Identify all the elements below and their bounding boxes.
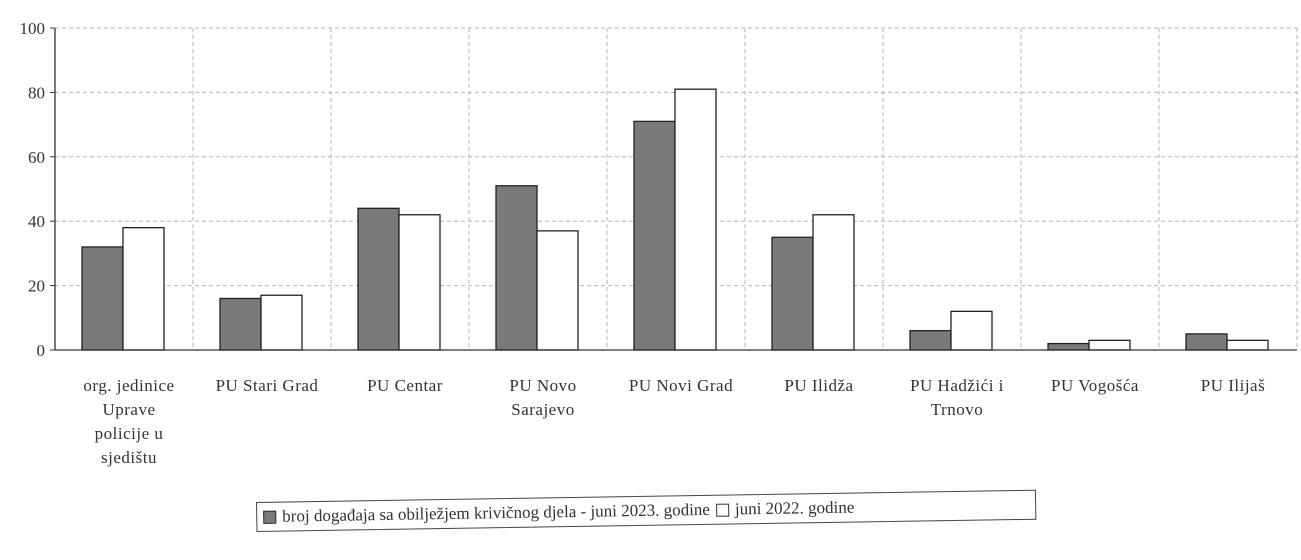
bar-s0-c2 <box>357 207 400 351</box>
y-tick-label-80: 80 <box>28 83 45 102</box>
bar-s0-c5 <box>771 236 814 351</box>
bar-s1-c2 <box>398 214 441 351</box>
y-tick-label-20: 20 <box>28 277 45 296</box>
x-label-line: Trnovo <box>931 400 983 419</box>
x-label-0: org. jedinice Uprave policije u sjedištu <box>83 376 174 467</box>
x-label-8: PU Ilijaš <box>1201 376 1265 395</box>
x-label-1: PU Stari Grad <box>216 376 319 395</box>
x-label-7: PU Vogošća <box>1051 376 1139 395</box>
bar-s0-c4 <box>633 120 676 351</box>
bar-s1-c4 <box>674 88 717 351</box>
bar-s0-c3 <box>495 185 538 351</box>
x-label-line: PU Ilijaš <box>1201 376 1265 395</box>
gridlines <box>55 27 1298 350</box>
x-label-line: PU Novo <box>509 376 576 395</box>
y-axis-ticks: 0 20 40 60 80 100 <box>20 19 55 360</box>
bar-s1-c3 <box>536 230 579 351</box>
y-tick-label-0: 0 <box>37 341 46 360</box>
x-label-line: PU Stari Grad <box>216 376 319 395</box>
bar-s0-c6 <box>909 330 952 351</box>
x-label-line: sjedištu <box>101 448 157 467</box>
y-tick-label-100: 100 <box>20 19 46 38</box>
bar-s0-c7 <box>1047 342 1090 351</box>
x-label-3: PU Novo Sarajevo <box>509 376 576 419</box>
bars <box>81 88 1269 351</box>
bar-s1-c0 <box>122 226 165 351</box>
x-label-4: PU Novi Grad <box>629 376 733 395</box>
x-label-line: PU Novi Grad <box>629 376 733 395</box>
x-label-line: PU Vogošća <box>1051 376 1139 395</box>
bar-s0-c0 <box>81 246 124 351</box>
y-tick-label-60: 60 <box>28 148 45 167</box>
legend-swatch-2022 <box>715 503 730 517</box>
x-label-line: PU Ilidža <box>784 376 853 395</box>
x-label-line: org. jedinice <box>83 376 174 395</box>
x-label-line: Sarajevo <box>511 400 574 419</box>
bar-s0-c1 <box>219 297 262 351</box>
bar-s1-c7 <box>1088 339 1131 351</box>
bar-s1-c8 <box>1226 339 1269 351</box>
x-label-line: Uprave <box>102 400 155 419</box>
legend-label-2023: broj događaja sa obilježjem krivičnog dj… <box>282 499 711 526</box>
x-label-2: PU Centar <box>367 376 443 395</box>
bar-chart: 0 20 40 60 80 100 org. jedinice Uprave policije… <box>20 19 1298 467</box>
legend-swatch-2023 <box>263 510 277 524</box>
x-label-line: PU Hadžići i <box>910 376 1004 395</box>
y-tick-label-40: 40 <box>28 212 45 231</box>
axes <box>54 28 1297 351</box>
bar-s0-c8 <box>1185 333 1228 351</box>
x-axis-category-labels: org. jedinice Uprave policije u sjedištu PU … <box>83 376 1265 467</box>
x-label-line: policije u <box>95 424 164 443</box>
x-label-line: PU Centar <box>367 376 443 395</box>
legend-label-2022: juni 2022. godine <box>734 497 855 519</box>
legend-item-2022: juni 2022. godine <box>715 497 855 520</box>
bar-s1-c1 <box>260 294 303 351</box>
legend-item-2023: broj događaja sa obilježjem krivičnog dj… <box>263 500 710 527</box>
x-label-5: PU Ilidža <box>784 376 853 395</box>
bar-s1-c5 <box>812 214 855 351</box>
bar-s1-c6 <box>950 310 993 351</box>
x-label-6: PU Hadžići i Trnovo <box>910 376 1004 419</box>
